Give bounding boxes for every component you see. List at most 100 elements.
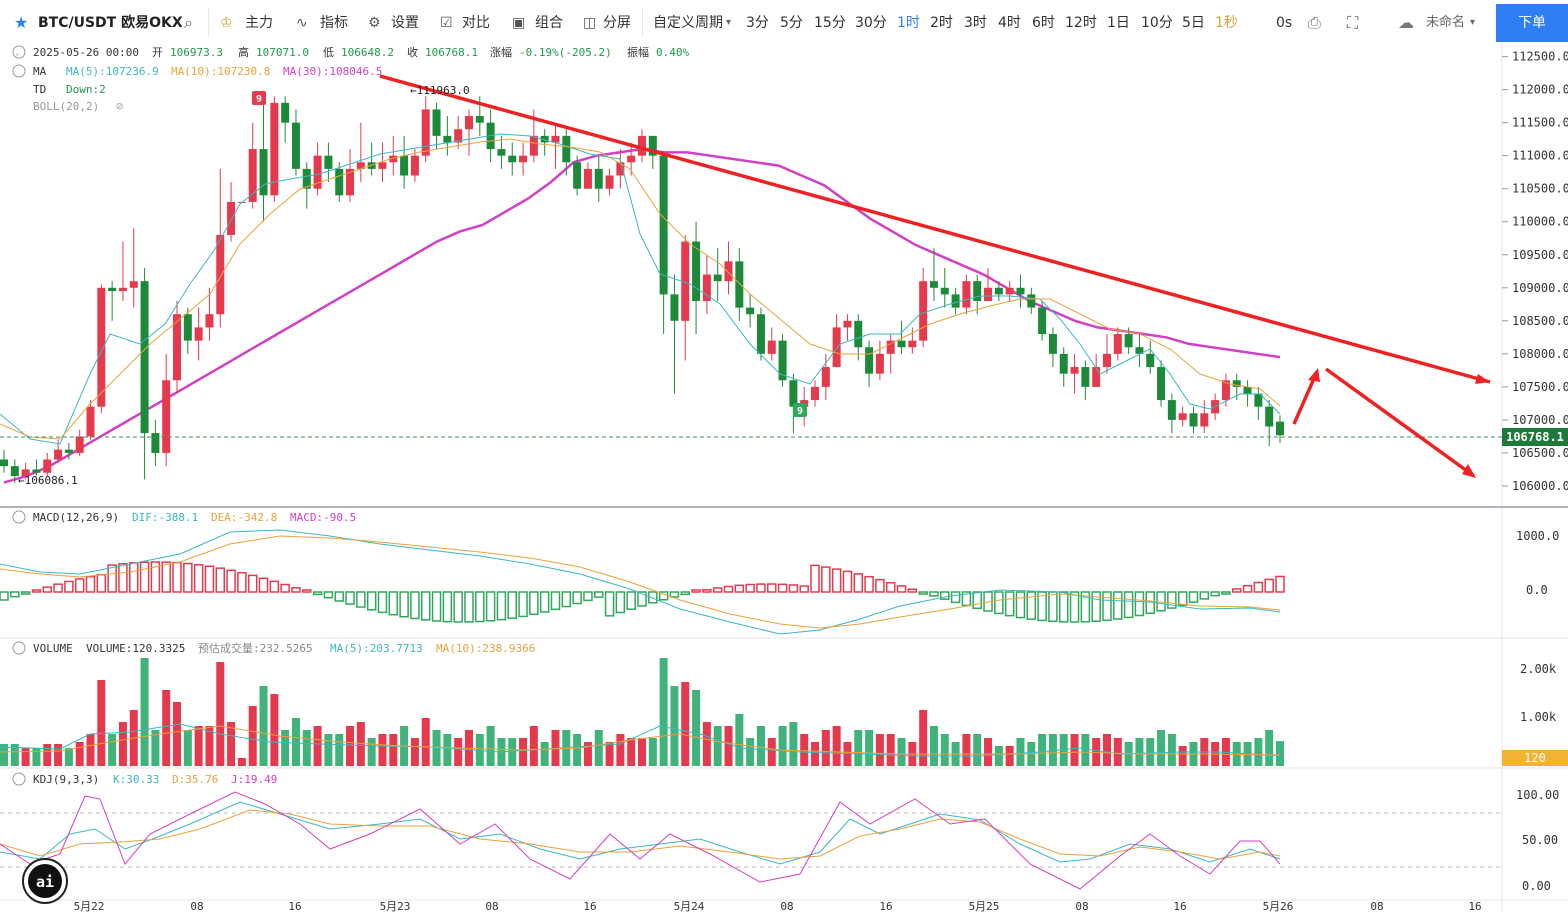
candle-body [735,261,744,308]
macd-bar [1091,591,1101,622]
period-5m[interactable]: 5分 [780,15,803,31]
time-axis-label: 16 [288,900,301,912]
search-icon[interactable]: ⌕ [184,13,193,32]
macd-bar [204,565,215,593]
time-axis-label: 5月26 [1263,900,1294,912]
period-3h[interactable]: 3时 [964,15,987,31]
volume-bar [973,734,982,766]
collapse-icon[interactable]: ⌄ [15,48,20,57]
period-1h[interactable]: 1时 [897,15,920,31]
svg-text:BOLL(20,2): BOLL(20,2) [33,100,99,113]
settings-button[interactable]: 设置 [391,15,419,31]
candle-body [627,155,636,163]
macd-bar [539,591,550,613]
price-tick-label: 107500.0 [1512,380,1568,394]
period-10m[interactable]: 10分 [1141,15,1173,31]
candle-body [464,116,473,130]
candle-body [1005,287,1014,295]
period-2h[interactable]: 2时 [930,15,953,31]
candle-body [194,327,203,341]
macd-bar [767,583,777,593]
candle-body [854,320,863,348]
time-axis-label: 5月24 [674,900,705,912]
volume-bar [724,726,733,766]
period-6h[interactable]: 6时 [1032,15,1055,31]
fullscreen-icon[interactable]: ⛶ [1347,13,1359,32]
trendline-resistance[interactable] [379,74,1491,384]
svg-text:KDJ(9,3,3): KDJ(9,3,3) [33,773,99,786]
volume-bar [173,702,182,766]
candle-body [746,307,755,315]
brand-logo-inner [28,864,62,898]
price-tick-label: 108500.0 [1512,314,1568,328]
volume-bar [486,726,495,766]
period-1s[interactable]: 1秒 [1215,15,1238,31]
volume-bar [1038,734,1047,766]
time-axis-label: 08 [780,900,793,912]
volume-bar [421,718,430,766]
candle-body [421,109,430,156]
macd-bar [485,591,496,622]
macd-legend: MACD(12,26,9) DIF:-388.1 DEA:-342.8 MACD… [12,510,356,524]
kline-chart[interactable]: 106000.0 106500.0 107000.0 107500.0 108000.0… [0,44,1568,912]
period-1d[interactable]: 1日 [1107,15,1130,31]
svg-text:DIF:-388.1: DIF:-388.1 [132,511,198,524]
star-icon[interactable]: ★ [14,13,29,32]
candle-body [1092,367,1101,387]
volume-bar [162,690,171,766]
trendline-down-arrow[interactable] [1324,367,1476,478]
period-3m[interactable]: 3分 [746,15,769,31]
time-axis-label: 5月22 [74,900,105,912]
candle-body [1048,334,1057,354]
custom-period-dropdown[interactable]: 自定义周期 [653,15,723,31]
compare-button[interactable]: 对比 [462,15,490,31]
vol-ma5-line [0,723,1281,757]
macd-bar [1123,591,1134,619]
symbol-title[interactable]: BTC/USDT 欧易OKX [38,15,183,31]
period-30m[interactable]: 30分 [855,15,887,31]
volume-bar [648,738,657,766]
volume-bar [1254,738,1263,766]
macd-bar [1264,578,1274,593]
svg-text:TD: TD [33,83,46,96]
volume-bar [75,742,84,766]
macd-bar [583,591,593,602]
macd-bar [1048,591,1058,623]
kdj-tick: 100.00 [1516,788,1559,802]
volume-bar [183,730,192,766]
macd-bar [302,589,312,593]
macd-bar [561,591,572,608]
kdj-tick: 0.00 [1522,879,1551,893]
period-4h[interactable]: 4时 [998,15,1021,31]
split-screen-button[interactable]: 分屏 [603,15,631,31]
trendline-up-arrow[interactable] [1292,373,1318,425]
layout-name[interactable]: 未命名 [1426,15,1466,30]
candle-body [702,274,711,302]
period-5d[interactable]: 5日 [1182,15,1205,31]
macd-bar [1275,575,1285,593]
volume-bar [1092,738,1101,766]
hidden-eye-icon[interactable]: ⊘ [116,99,123,113]
volume-bar [356,722,365,766]
main-force-button[interactable]: 主力 [245,15,273,31]
indicators-button[interactable]: 指标 [320,15,348,31]
order-button[interactable]: 下单 [1496,4,1568,42]
candle-body [129,281,138,288]
period-15m[interactable]: 15分 [814,15,846,31]
price-tick-label: 110000.0 [1512,215,1568,229]
macd-bar [226,569,236,593]
svg-text:开: 开 [152,46,163,59]
candle-body [43,459,52,473]
group-button[interactable]: 组合 [535,15,563,31]
timer-label: 0s [1276,15,1293,31]
td-marker-label: 9 [256,94,262,105]
volume-bar [1167,734,1176,766]
macd-bar [842,570,853,593]
candle-body [1200,413,1209,427]
period-12h[interactable]: 12时 [1065,15,1097,31]
macd-bar [1080,591,1091,623]
camera-icon[interactable]: ⎙ [1308,13,1321,32]
macd-bar [799,585,809,593]
macd-bar [810,564,820,593]
macd-bar [1004,591,1015,617]
